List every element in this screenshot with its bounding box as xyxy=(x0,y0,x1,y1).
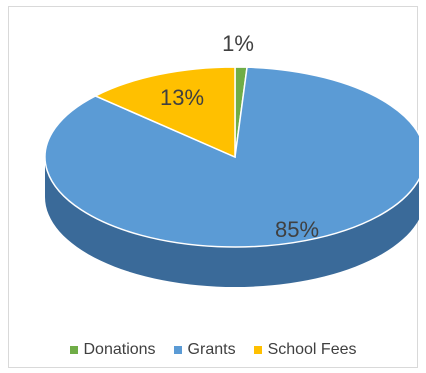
legend-entry-school-fees: School Fees xyxy=(253,341,357,359)
legend-swatch-donations xyxy=(69,346,78,354)
pie-side-grants xyxy=(45,157,419,287)
legend-label-grants: Grants xyxy=(187,341,236,358)
pie-slice-school-fees xyxy=(93,66,236,159)
data-label-school-fees: 13% xyxy=(160,85,204,110)
legend-label-donations: Donations xyxy=(83,341,156,358)
data-label-donations: 1% xyxy=(222,31,254,56)
chart-frame: 1% 85% 13% Donations Grants School Fees xyxy=(8,6,419,368)
legend-label-school-fees: School Fees xyxy=(267,341,357,358)
legend-swatch-school-fees xyxy=(253,346,262,354)
data-label-grants: 85% xyxy=(275,217,319,242)
legend-entry-grants: Grants xyxy=(173,341,236,359)
pie-chart: 1% 85% 13% xyxy=(44,31,419,287)
legend-swatch-grants xyxy=(173,346,182,354)
legend: Donations Grants School Fees xyxy=(9,337,417,363)
legend-entry-donations: Donations xyxy=(69,341,156,359)
pie-slice-grants xyxy=(44,66,419,248)
